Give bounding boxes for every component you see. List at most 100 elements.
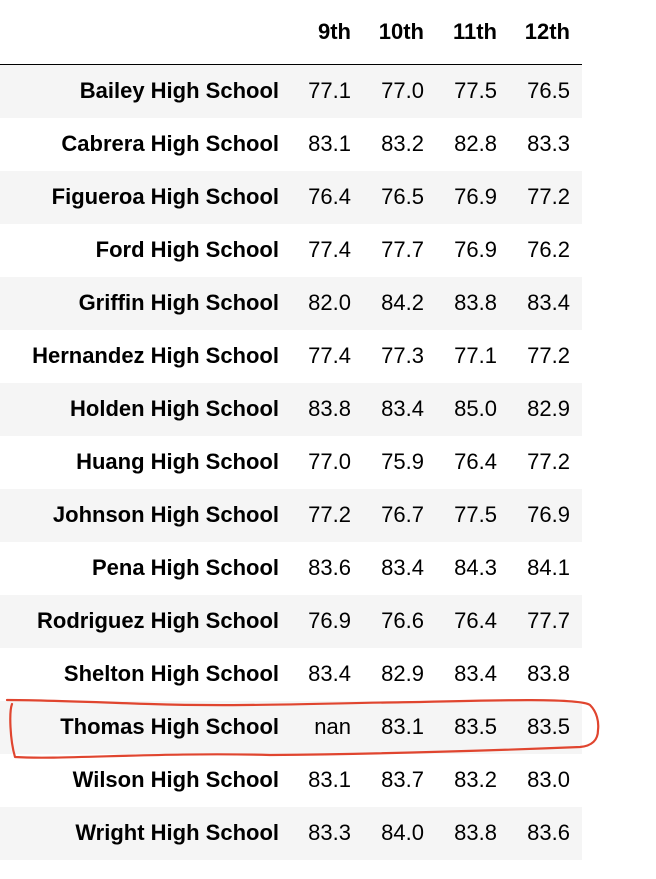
score-cell-9th: 83.6 <box>308 555 351 580</box>
score-cell-11th: 76.4 <box>454 608 497 633</box>
table-row: Thomas High School nan 83.1 83.5 83.5 <box>0 700 582 754</box>
school-name-cell: Johnson High School <box>52 502 279 527</box>
header-row: 9th 10th 11th 12th <box>0 0 582 65</box>
score-cell-12th: 77.2 <box>527 184 570 209</box>
score-cell-11th: 82.8 <box>454 131 497 156</box>
score-cell-11th: 77.1 <box>454 343 497 368</box>
score-cell-11th: 77.5 <box>454 78 497 104</box>
score-cell-11th: 76.4 <box>454 449 497 474</box>
table-row: Holden High School 83.8 83.4 85.0 82.9 <box>0 382 582 436</box>
score-cell-11th: 76.9 <box>454 184 497 209</box>
score-cell-9th: 83.1 <box>308 767 351 792</box>
score-cell-9th: 77.4 <box>308 237 351 262</box>
school-name-cell: Rodriguez High School <box>37 608 279 633</box>
score-cell-9th: 83.3 <box>308 820 351 845</box>
table-row: Wilson High School 83.1 83.7 83.2 83.0 <box>0 754 582 807</box>
score-cell-11th: 83.4 <box>454 661 497 686</box>
score-cell-10th: 76.6 <box>381 608 424 633</box>
table-row: Shelton High School 83.4 82.9 83.4 83.8 <box>0 648 582 701</box>
score-cell-12th: 82.9 <box>527 396 570 421</box>
table-row: Ford High School 77.4 77.7 76.9 76.2 <box>0 224 582 277</box>
score-cell-11th: 77.5 <box>454 502 497 527</box>
dataframe-output: 9th 10th 11th 12th Bailey High School 77.… <box>0 0 582 860</box>
score-cell-12th: 83.5 <box>527 714 570 739</box>
score-cell-9th: 83.1 <box>308 131 351 156</box>
score-cell-10th: 75.9 <box>381 449 424 474</box>
score-cell-11th: 83.8 <box>454 820 497 845</box>
table-body: Bailey High School 77.1 77.0 77.5 76.5 Cabrer… <box>0 64 582 860</box>
column-header-9th: 9th <box>290 0 363 65</box>
score-cell-10th: 83.7 <box>381 767 424 792</box>
score-cell-12th: 83.6 <box>527 820 570 845</box>
score-cell-9th: 83.8 <box>308 396 351 421</box>
score-cell-9th: 83.4 <box>308 661 351 686</box>
score-cell-12th: 83.8 <box>527 661 570 686</box>
score-cell-10th: 77.0 <box>381 78 424 104</box>
school-name-cell: Griffin High School <box>78 290 279 315</box>
table-row: Cabrera High School 83.1 83.2 82.8 83.3 <box>0 118 582 171</box>
score-cell-11th: 76.9 <box>454 237 497 262</box>
column-header-10th: 10th <box>363 0 436 65</box>
score-cell-12th: 77.7 <box>527 608 570 633</box>
table-row: Hernandez High School 77.4 77.3 77.1 77.2 <box>0 330 582 383</box>
table-row: Wright High School 83.3 84.0 83.8 83.6 <box>0 806 582 860</box>
table-row: Huang High School 77.0 75.9 76.4 77.2 <box>0 436 582 489</box>
score-cell-10th: 83.4 <box>381 555 424 580</box>
score-cell-9th: 77.1 <box>308 78 351 104</box>
score-cell-10th: 83.1 <box>381 714 424 739</box>
school-name-cell: Thomas High School <box>60 714 279 739</box>
table-row: Griffin High School 82.0 84.2 83.8 83.4 <box>0 276 582 330</box>
school-name-cell: Shelton High School <box>63 661 279 686</box>
school-name-cell: Hernandez High School <box>32 343 279 368</box>
school-name-cell: Bailey High School <box>79 78 279 104</box>
score-cell-10th: 77.3 <box>381 343 424 368</box>
score-cell-12th: 77.2 <box>527 449 570 474</box>
score-cell-12th: 76.9 <box>527 502 570 527</box>
index-header-cell <box>0 0 290 65</box>
score-cell-12th: 83.0 <box>527 767 570 792</box>
school-name-cell: Ford High School <box>95 237 279 262</box>
table-row: Bailey High School 77.1 77.0 77.5 76.5 <box>0 64 582 118</box>
school-name-cell: Figueroa High School <box>51 184 279 209</box>
score-cell-9th: 77.0 <box>308 449 351 474</box>
score-cell-10th: 83.4 <box>381 396 424 421</box>
score-cell-12th: 83.4 <box>527 290 570 315</box>
score-cell-10th: 76.5 <box>381 184 424 209</box>
score-cell-11th: 83.8 <box>454 290 497 315</box>
score-cell-11th: 85.0 <box>454 396 497 421</box>
score-cell-9th: 76.9 <box>308 608 351 633</box>
score-cell-12th: 77.2 <box>527 343 570 368</box>
scores-by-grade-table: 9th 10th 11th 12th Bailey High School 77.… <box>0 0 582 860</box>
score-cell-10th: 76.7 <box>381 502 424 527</box>
table-row: Johnson High School 77.2 76.7 77.5 76.9 <box>0 488 582 542</box>
table-row: Figueroa High School 76.4 76.5 76.9 77.2 <box>0 170 582 224</box>
score-cell-10th: 84.2 <box>381 290 424 315</box>
school-name-cell: Wilson High School <box>72 767 279 792</box>
score-cell-9th: 77.2 <box>308 502 351 527</box>
column-header-11th: 11th <box>436 0 509 65</box>
table-header: 9th 10th 11th 12th <box>0 0 582 65</box>
score-cell-9th: 76.4 <box>308 184 351 209</box>
school-name-cell: Holden High School <box>70 396 279 421</box>
score-cell-12th: 83.3 <box>527 131 570 156</box>
school-name-cell: Pena High School <box>91 555 279 580</box>
score-cell-11th: 83.5 <box>454 714 497 739</box>
column-header-12th: 12th <box>509 0 582 65</box>
score-cell-9th: 77.4 <box>308 343 351 368</box>
score-cell-11th: 83.2 <box>454 767 497 792</box>
table-row: Rodriguez High School 76.9 76.6 76.4 77.7 <box>0 594 582 648</box>
score-cell-10th: 83.2 <box>381 131 424 156</box>
school-name-cell: Huang High School <box>76 449 279 474</box>
school-name-cell: Cabrera High School <box>61 131 279 156</box>
score-cell-9th: nan <box>314 714 351 739</box>
school-name-cell: Wright High School <box>75 820 279 845</box>
table-row: Pena High School 83.6 83.4 84.3 84.1 <box>0 542 582 595</box>
score-cell-10th: 82.9 <box>381 661 424 686</box>
score-cell-12th: 76.5 <box>527 78 570 104</box>
score-cell-11th: 84.3 <box>454 555 497 580</box>
score-cell-10th: 84.0 <box>381 820 424 845</box>
score-cell-10th: 77.7 <box>381 237 424 262</box>
score-cell-9th: 82.0 <box>308 290 351 315</box>
score-cell-12th: 84.1 <box>527 555 570 580</box>
score-cell-12th: 76.2 <box>527 237 570 262</box>
